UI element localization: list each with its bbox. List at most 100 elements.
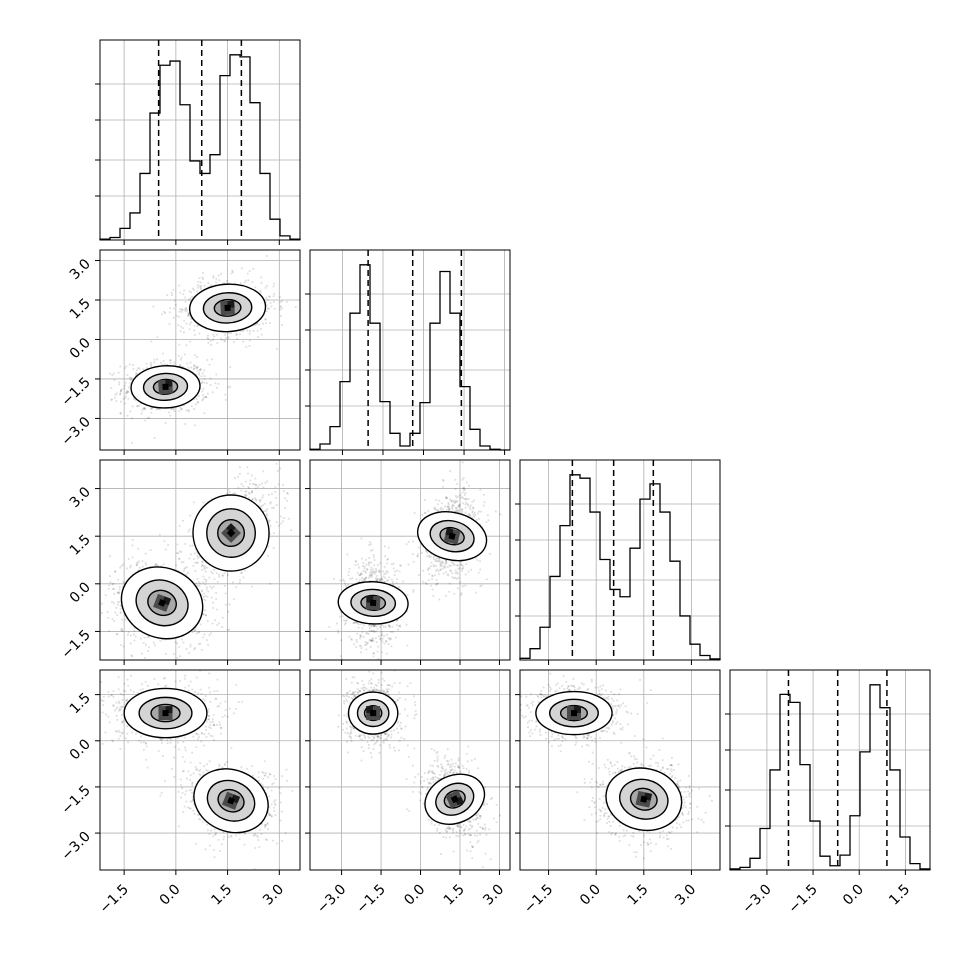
scatter-point [479,568,482,571]
scatter-point [222,282,225,285]
scatter-point [372,568,374,571]
scatter-point [288,517,291,520]
scatter-point [127,390,130,393]
scatter-point [365,648,368,651]
scatter-point [228,491,231,494]
scatter-point [143,407,146,409]
scatter-point [184,543,187,545]
scatter-point [479,585,482,588]
scatter-point [215,592,218,594]
scatter-point [216,342,219,344]
scatter-point [195,582,198,585]
scatter-point [172,316,175,319]
scatter-point [173,307,175,310]
scatter-point [196,555,199,558]
scatter-point [475,519,478,521]
scatter-point [127,397,130,400]
scatter-point [464,506,467,509]
density-peak-bin [370,599,377,606]
scatter-point [216,690,219,692]
scatter-point [149,549,152,552]
scatter-point [467,570,470,573]
scatter-point [411,553,414,556]
scatter-point [448,590,451,593]
scatter-point [269,502,272,505]
scatter-point [253,483,256,486]
scatter-point [119,412,122,414]
scatter-point [453,564,456,566]
scatter-point [193,424,196,427]
scatter-point [164,638,167,641]
scatter-point [428,579,430,581]
scatter-point [243,281,246,284]
scatter-point [184,296,187,299]
scatter-point [129,379,132,382]
scatter-point [259,289,262,292]
scatter-point [177,552,180,555]
scatter-point [372,652,375,655]
scatter-point [206,620,209,622]
scatter-point [443,566,446,569]
scatter-point [180,408,183,411]
density-panel-0-3: −3.0−1.50.01.5 [58,669,301,871]
scatter-point [193,648,196,651]
scatter-point [196,284,199,287]
scatter-point [279,308,282,311]
scatter-point [356,632,359,635]
scatter-point [168,359,171,362]
scatter-point [198,277,201,280]
scatter-point [347,583,349,586]
scatter-point [184,300,187,303]
scatter-point [209,700,212,703]
scatter-point [196,561,199,564]
scatter-point [229,385,232,388]
scatter-point [185,409,188,412]
scatter-point [204,570,207,573]
scatter-point [251,491,253,494]
scatter-point [381,580,384,583]
scatter-point [254,477,257,480]
scatter-point [192,296,195,299]
scatter-point [210,343,213,346]
scatter-point [372,630,375,633]
scatter-point [391,583,394,585]
scatter-point [126,725,129,728]
scatter-point [122,645,125,648]
scatter-point [230,332,232,334]
scatter-point [412,540,414,543]
scatter-point [234,282,237,285]
scatter-point [196,401,199,403]
scatter-point [216,624,219,626]
scatter-point [222,575,225,577]
scatter-point [180,366,183,368]
scatter-point [376,579,378,582]
scatter-point [122,580,125,583]
scatter-point [379,570,382,573]
scatter-point [248,492,251,495]
scatter-point [201,560,203,563]
scatter-point [218,723,221,726]
scatter-point [196,551,199,553]
scatter-point [279,296,281,298]
scatter-point [201,589,204,592]
scatter-point [365,632,367,635]
scatter-point [264,318,267,321]
scatter-point [416,554,419,557]
scatter-point [390,631,392,633]
scatter-point [196,356,198,359]
scatter-point [355,639,358,641]
scatter-point [131,655,133,658]
scatter-point [197,366,199,368]
scatter-point [461,478,464,481]
scatter-point [217,383,220,385]
scatter-point [113,588,116,590]
scatter-point [187,313,190,316]
scatter-point [224,333,226,336]
scatter-point [387,546,390,549]
scatter-point [118,586,121,588]
scatter-point [228,282,231,285]
scatter-point [365,642,368,645]
scatter-point [438,557,441,560]
scatter-point [383,580,386,583]
